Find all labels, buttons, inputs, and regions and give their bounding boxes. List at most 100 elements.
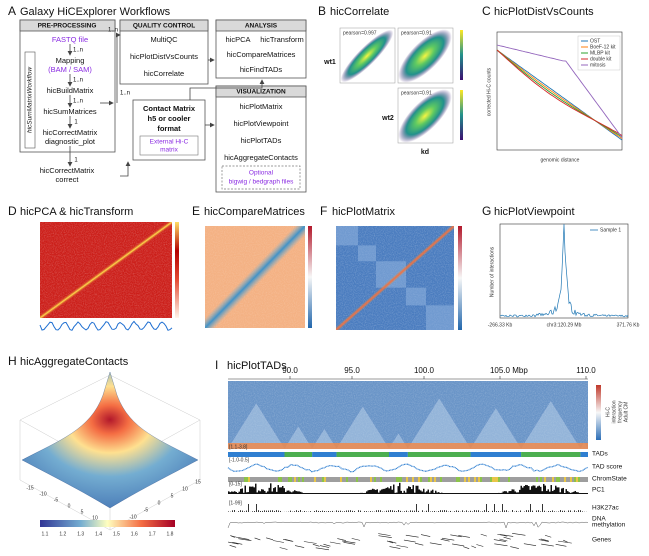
chromstate (452, 477, 454, 482)
chromstate (572, 477, 574, 482)
axis-label: 0 (158, 500, 161, 506)
track-label: TADs (592, 451, 609, 458)
pc1-bar (570, 492, 572, 494)
pc1-bar (247, 492, 249, 494)
scatter-heatmap (339, 27, 396, 84)
pc1-bar (573, 491, 575, 494)
chromstate (356, 477, 358, 482)
colorbar (460, 30, 463, 80)
pc1-bar (489, 493, 491, 494)
chromstate (396, 477, 398, 482)
pc1-bar (544, 485, 546, 494)
diagonal-band (228, 443, 588, 449)
h3k27ac-bar (330, 511, 331, 512)
arrow (120, 161, 131, 177)
h3k27ac-bar (332, 510, 333, 512)
chromstate (516, 477, 518, 482)
pc1-bar (234, 491, 236, 494)
h3k27ac-bar (454, 511, 455, 512)
h3k27ac-bar (280, 510, 281, 512)
pc1-bar (346, 493, 348, 494)
x-tick-label: chr3:120.29 Mb (547, 322, 582, 328)
chromstate (268, 477, 270, 482)
chromstate (550, 477, 552, 482)
pc1-bar (466, 493, 468, 494)
chromstate (422, 477, 424, 482)
arrow (189, 79, 265, 100)
chromstate (510, 477, 512, 482)
pc1-bar (576, 492, 578, 494)
pc1-bar (447, 493, 449, 494)
axis-label: 100.0 (414, 366, 435, 375)
chromstate (444, 477, 446, 482)
h3k27ac-bar (496, 511, 497, 512)
axis-label: 5 (171, 493, 174, 499)
chromstate (512, 477, 514, 482)
pc1-bar (360, 492, 362, 494)
chromstate (374, 477, 376, 482)
pc1-bar (274, 487, 276, 494)
matrix-label: h5 or cooler (148, 114, 191, 123)
h3k27ac-bar (398, 510, 399, 512)
h3k27ac-bar (476, 510, 477, 512)
gene (441, 537, 455, 541)
multiplicity: 1..n (73, 48, 83, 54)
colorbar (460, 90, 463, 140)
axis-label: 105.0 (490, 366, 511, 375)
gene (319, 545, 330, 548)
pc1-bar (435, 490, 437, 494)
axis-label: -5 (144, 507, 149, 513)
h3k27ac-bar (238, 511, 239, 512)
gene (396, 545, 409, 548)
pc1-bar (291, 492, 293, 494)
h3k27ac-bar (474, 510, 475, 512)
chromstate (532, 477, 534, 482)
tad-triangles (227, 381, 589, 450)
h3k27ac-bar (324, 511, 325, 512)
chromstate (242, 477, 244, 482)
chromstate (344, 477, 346, 482)
h3k27ac-bar (328, 511, 329, 512)
pc1-bar (574, 490, 576, 494)
pc1-bar (511, 489, 513, 494)
genome-axis-labels: 90.0 95.0 100.0 105.0 Mbp 110.0 (282, 366, 596, 379)
h3k27ac-bar (272, 510, 273, 512)
h3k27ac-bar (242, 510, 243, 512)
pc1-bar (324, 493, 326, 494)
h3k27ac-bar (582, 511, 583, 512)
tool: hicFindTADs (240, 65, 283, 74)
chromstate (262, 477, 264, 482)
chromstate (438, 477, 440, 482)
gene (499, 538, 508, 542)
pc1-bar (496, 493, 498, 494)
chromstate (384, 477, 386, 482)
pc1-bar (571, 492, 573, 494)
gene (523, 543, 537, 546)
gene (541, 543, 554, 547)
h3k27ac-bar (344, 511, 345, 512)
chromstate (480, 477, 482, 482)
chromstate (366, 477, 368, 482)
surface (21, 371, 199, 509)
pc1-bar (241, 488, 243, 494)
chromstate (446, 477, 448, 482)
pc1-bar (343, 493, 345, 494)
pca-track (39, 320, 173, 331)
tool: hicPlotMatrix (240, 102, 283, 111)
pc1-bar (480, 493, 482, 494)
pc1-bar (441, 492, 443, 494)
pc1-bar (370, 489, 372, 494)
heatmap-texture (228, 381, 588, 449)
h3k27ac-bar (502, 504, 503, 512)
pc1-bar (322, 493, 324, 494)
h3k27ac-bar (532, 510, 533, 512)
h3k27ac-bar (358, 510, 359, 512)
pc1-bar (457, 493, 459, 494)
chromstate (424, 477, 426, 482)
scatter-heatmap (397, 87, 454, 144)
pc1-bar (382, 488, 384, 494)
chromstate (264, 477, 266, 482)
axis-label: -5 (54, 497, 59, 503)
chromstate (398, 477, 400, 482)
pearson-label: pearson=0.997 (343, 30, 377, 36)
